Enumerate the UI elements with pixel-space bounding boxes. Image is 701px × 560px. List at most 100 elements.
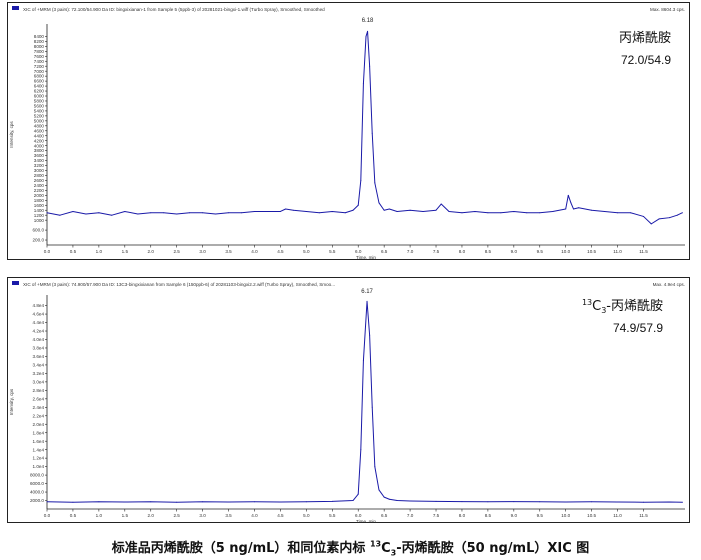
y-tick-label: 4.4e4	[33, 320, 45, 325]
data-point	[396, 210, 398, 212]
y-tick-label: 4000.0	[30, 490, 44, 495]
data-point	[388, 498, 390, 500]
x-tick-label: 2.5	[173, 513, 180, 518]
data-point	[357, 493, 359, 495]
x-tick-label: 3.5	[225, 249, 232, 254]
x-tick-label: 6.0	[355, 249, 362, 254]
x-tick-label: 4.0	[251, 249, 258, 254]
x-tick-label: 4.0	[251, 513, 258, 518]
y-tick-label: 1.2e4	[33, 456, 45, 461]
data-point	[46, 501, 48, 503]
x-tick-label: 2.0	[148, 249, 155, 254]
x-tick-label: 9.5	[537, 513, 544, 518]
x-tick-label: 11.0	[613, 513, 622, 518]
data-point	[176, 213, 178, 215]
figure-caption: 标准品丙烯酰胺（5 ng/mL）和同位素内标 13C3-丙烯酰胺（50 ng/m…	[0, 537, 701, 558]
y-tick-label: 3800	[34, 148, 45, 153]
data-point	[59, 214, 61, 216]
y-tick-label: 4200	[34, 138, 45, 143]
data-point	[253, 501, 255, 503]
data-point	[591, 209, 593, 211]
data-point	[487, 501, 489, 503]
data-point	[440, 203, 442, 205]
data-point	[318, 212, 320, 214]
x-tick-label: 5.0	[303, 513, 310, 518]
y-tick-label: 4800	[34, 123, 45, 128]
x-tick-label: 0.0	[44, 513, 51, 518]
data-point	[422, 210, 424, 212]
data-point	[202, 212, 204, 214]
series-line	[46, 300, 683, 503]
data-point	[409, 209, 411, 211]
data-point	[362, 360, 364, 362]
x-tick-label: 1.0	[96, 513, 103, 518]
data-point	[344, 212, 346, 214]
y-tick-label: 2400	[34, 183, 45, 188]
chart-frame	[7, 2, 690, 260]
annotation-transition: 72.0/54.9	[621, 53, 671, 67]
x-tick-label: 11.5	[639, 249, 648, 254]
x-tick-label: 4.5	[277, 513, 284, 518]
x-tick-label: 7.0	[407, 249, 414, 254]
x-tick-label: 7.0	[407, 513, 414, 518]
data-point	[461, 212, 463, 214]
caption-isotope-sup: 13	[369, 539, 382, 549]
data-point	[72, 210, 74, 212]
y-tick-label: 2.0e4	[33, 422, 45, 427]
y-tick-label: 2000	[34, 193, 45, 198]
x-tick-label: 10.5	[587, 249, 596, 254]
y-tick-label: 3200	[34, 163, 45, 168]
data-point	[374, 182, 376, 184]
y-tick-label: 8200	[34, 39, 45, 44]
chart-header: XIC of +MRM (3 pairs): 72.100/54.900 Da …	[23, 7, 325, 12]
y-tick-label: 3.2e4	[33, 371, 45, 376]
x-tick-label: 11.0	[613, 249, 622, 254]
data-point	[552, 210, 554, 212]
y-tick-label: 3000	[34, 168, 45, 173]
data-point	[676, 214, 678, 216]
data-point	[362, 83, 364, 85]
annotation-transition: 74.9/57.9	[613, 321, 663, 335]
y-tick-label: 1600	[34, 203, 45, 208]
data-point	[46, 212, 48, 214]
data-point	[360, 449, 362, 451]
data-point	[378, 202, 380, 204]
data-point	[396, 500, 398, 502]
y-tick-label: 1.8e4	[33, 430, 45, 435]
data-point	[279, 501, 281, 503]
chart-panel-top: XIC of +MRM (3 pairs): 72.100/54.900 Da …	[7, 2, 690, 260]
data-point	[150, 501, 152, 503]
caption-isotope-sub: 3	[390, 548, 397, 558]
data-point	[513, 501, 515, 503]
data-point	[461, 501, 463, 503]
y-tick-label: 6800	[34, 74, 45, 79]
y-tick-label: 6200	[34, 89, 45, 94]
x-tick-label: 1.5	[122, 249, 129, 254]
x-tick-label: 4.5	[277, 249, 284, 254]
data-point	[72, 501, 74, 503]
y-tick-label: 5000	[34, 118, 45, 123]
y-tick-label: 1.6e4	[33, 439, 45, 444]
annotation-isotope-sup: 13	[582, 298, 592, 307]
data-point	[85, 213, 87, 215]
data-point	[487, 212, 489, 214]
y-tick-label: 6000	[34, 94, 45, 99]
x-tick-label: 3.0	[199, 513, 206, 518]
x-axis-label: Time, min	[356, 255, 376, 260]
data-point	[292, 209, 294, 211]
data-point	[369, 334, 371, 336]
y-tick-label: 7600	[34, 54, 45, 59]
y-axis-label: Intensity, cps	[9, 388, 14, 415]
data-point	[378, 489, 380, 491]
peak-label: 6.17	[361, 289, 373, 295]
y-tick-label: 1400	[34, 208, 45, 213]
data-point	[681, 212, 683, 214]
y-tick-label: 6400	[34, 84, 45, 89]
data-point	[228, 501, 230, 503]
y-tick-label: 5400	[34, 109, 45, 114]
y-tick-label: 200.0	[33, 238, 45, 243]
y-tick-label: 2200	[34, 188, 45, 193]
y-tick-label: 4.6e4	[33, 312, 45, 317]
data-point	[366, 300, 368, 302]
y-tick-label: 7800	[34, 49, 45, 54]
